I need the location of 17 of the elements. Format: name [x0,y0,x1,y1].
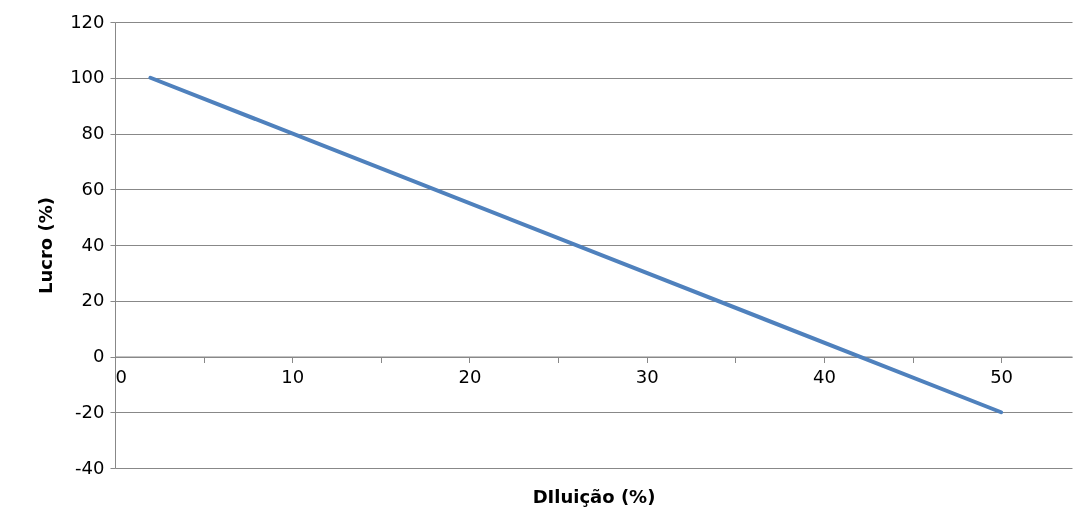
x-tick-label: 40 [812,366,836,387]
y-tick-label: 80 [81,122,105,143]
y-tick-label: 120 [70,10,105,32]
x-axis-title: DIluição (%) [532,485,656,507]
y-tick-label: 100 [70,66,105,88]
y-tick-label: 20 [81,289,105,311]
y-tick-label: 40 [81,233,105,255]
x-tick-label: 30 [635,366,659,387]
x-tick-label: 10 [281,366,305,387]
y-tick-label: -40 [75,456,105,478]
x-tick-label: 50 [990,366,1014,387]
y-tick-label: 60 [81,177,105,199]
y-tick-label: -20 [75,400,105,422]
y-axis-title: Lucro (%) [35,197,57,294]
y-tick-label: 0 [93,345,105,366]
x-tick-label: 20 [458,366,482,387]
x-tick-label: 0 [115,366,127,387]
